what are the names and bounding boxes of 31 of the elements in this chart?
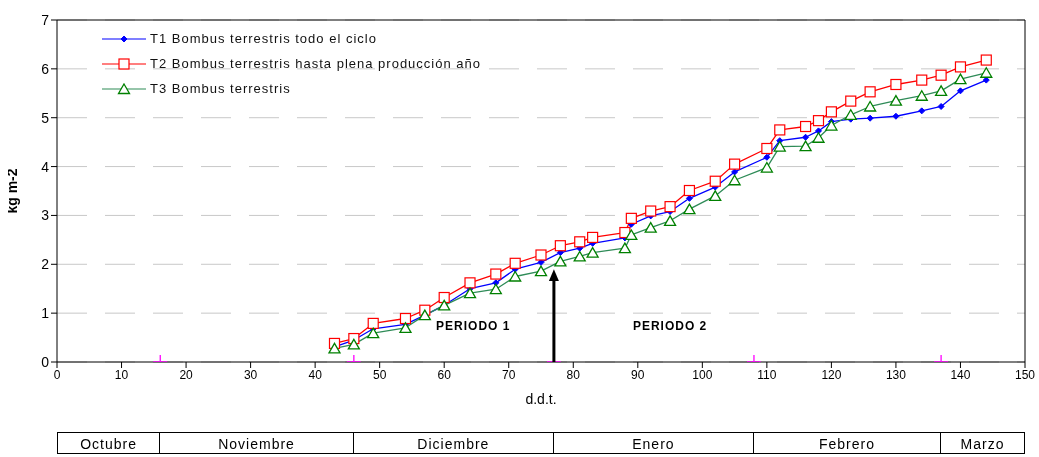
annotation: PERIODO 1: [436, 318, 511, 333]
x-tick-label: 80: [566, 367, 581, 382]
x-tick-label: 0: [53, 367, 61, 382]
x-tick-label: 10: [114, 367, 129, 382]
y-tick-label: 0: [41, 353, 50, 370]
annotation: PERIODO 2: [632, 318, 708, 333]
y-tick-label: 7: [41, 11, 50, 28]
x-tick-label: 140: [950, 367, 971, 382]
x-tick-label: 100: [692, 367, 713, 382]
legend-label: T1 Bombus terrestris todo el ciclo: [150, 31, 377, 46]
y-tick-label: 5: [41, 109, 50, 126]
x-axis-title: d.d.t.: [525, 391, 557, 407]
y-tick-label: 2: [41, 256, 50, 273]
x-tick-label: 50: [372, 367, 387, 382]
legend-label: T3 Bombus terrestris: [150, 81, 291, 96]
x-tick-label: 130: [885, 367, 907, 382]
x-tick-label: 120: [821, 367, 842, 382]
x-tick-label: 70: [502, 367, 516, 382]
x-tick-label: 60: [437, 367, 452, 382]
legend-label: T2 Bombus terrestris hasta plena producción año: [150, 56, 481, 71]
x-tick-label: 20: [179, 367, 194, 382]
x-tick-label: 30: [243, 367, 258, 382]
y-tick-label: 1: [41, 305, 50, 322]
x-tick-label: 110: [757, 367, 777, 382]
y-tick-label: 4: [41, 158, 50, 175]
x-tick-label: 150: [1014, 367, 1036, 382]
y-tick-label: 6: [41, 60, 50, 77]
month-table: Octubre Noviembre Diciembre Enero Febrero Marzo: [8, 432, 1039, 454]
y-tick-label: 3: [41, 207, 50, 224]
x-tick-label: 90: [631, 367, 645, 382]
x-tick-label: 40: [308, 367, 323, 382]
